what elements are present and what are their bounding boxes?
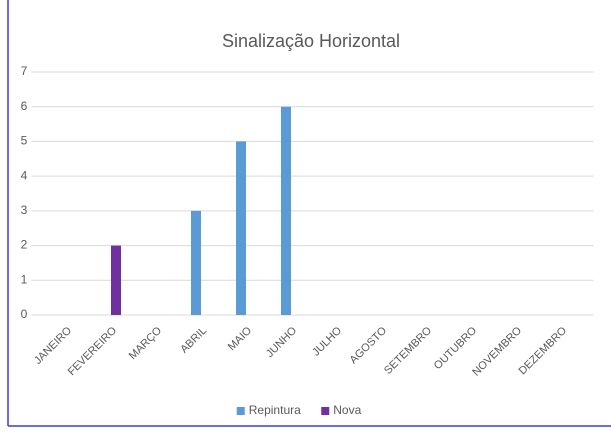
y-tick-label: 7: [21, 64, 28, 78]
bar: [236, 141, 246, 315]
y-tick-label: 4: [21, 168, 28, 182]
bar: [111, 245, 121, 315]
y-tick-label: 3: [21, 203, 28, 217]
y-tick-label: 1: [21, 272, 28, 286]
y-tick-label: 2: [21, 238, 28, 252]
chart-title: Sinalização Horizontal: [222, 31, 400, 51]
y-tick-label: 5: [21, 134, 28, 148]
legend-label: Nova: [333, 403, 361, 417]
y-tick-label: 0: [21, 307, 28, 321]
legend-swatch: [321, 407, 330, 415]
legend-swatch: [236, 407, 245, 415]
legend-label: Repintura: [249, 403, 301, 417]
y-tick-label: 6: [21, 99, 28, 113]
bar: [281, 106, 291, 315]
bar: [191, 210, 201, 315]
